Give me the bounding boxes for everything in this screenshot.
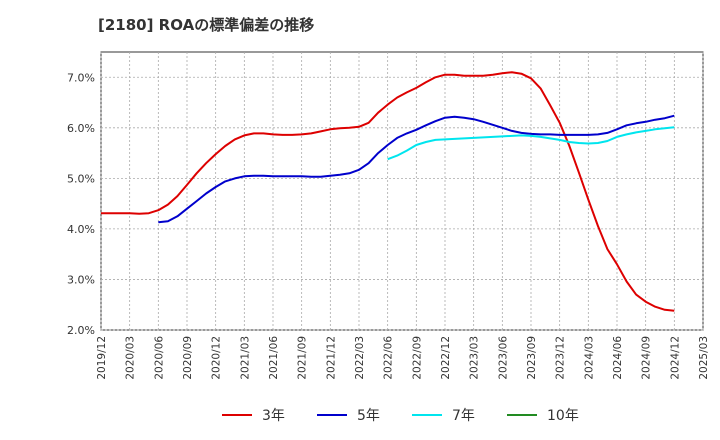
- x-tick-label: 2024/06: [612, 336, 624, 380]
- y-tick-label: 7.0%: [67, 71, 95, 84]
- x-tick-label: 2023/03: [469, 336, 481, 380]
- x-tick-label: 2020/03: [125, 336, 137, 380]
- y-tick-label: 4.0%: [67, 223, 95, 236]
- x-tick-label: 2023/12: [555, 336, 567, 380]
- x-tick-label: 2022/06: [383, 336, 395, 380]
- x-tick-label: 2025/03: [698, 336, 710, 380]
- chart-title: [2180] ROAの標準偏差の推移: [98, 16, 314, 34]
- x-tick-label: 2022/03: [354, 336, 366, 380]
- x-axis-ticks: 2019/12 2020/03 2020/06 2020/09 2020/12 2021/…: [96, 336, 710, 380]
- x-tick-label: 2024/09: [641, 336, 653, 380]
- x-tick-label: 2020/12: [211, 336, 223, 380]
- legend-label: 7年: [452, 408, 475, 424]
- x-tick-label: 2021/12: [325, 336, 337, 380]
- legend-label: 3年: [262, 408, 285, 424]
- series-line-7年: [387, 126, 675, 161]
- plot-area: [100, 51, 704, 331]
- plot-frame: [100, 51, 704, 331]
- y-tick-label: 5.0%: [67, 172, 95, 185]
- y-tick-label: 3.0%: [67, 273, 95, 286]
- legend-label: 10年: [547, 408, 579, 424]
- x-tick-label: 2019/12: [96, 336, 108, 380]
- y-tick-label: 6.0%: [67, 122, 95, 135]
- x-tick-label: 2021/03: [239, 336, 251, 380]
- legend-label: 5年: [357, 408, 380, 424]
- series-line-3年: [101, 71, 675, 312]
- x-tick-label: 2021/06: [268, 336, 280, 380]
- x-tick-label: 2022/09: [411, 336, 423, 380]
- legend: 3年 5年 7年 10年: [222, 408, 579, 424]
- y-axis-ticks: 2.0% 3.0% 4.0% 5.0% 6.0% 7.0%: [67, 71, 95, 337]
- series-line-5年: [158, 114, 675, 224]
- x-tick-label: 2023/09: [526, 336, 538, 380]
- series-lines: [101, 71, 675, 312]
- x-tick-label: 2020/09: [182, 336, 194, 380]
- x-tick-label: 2024/12: [669, 336, 681, 380]
- x-tick-label: 2022/12: [440, 336, 452, 380]
- x-tick-label: 2021/09: [297, 336, 309, 380]
- x-tick-label: 2024/03: [583, 336, 595, 380]
- gridlines: [100, 52, 704, 331]
- x-tick-label: 2020/06: [153, 336, 165, 380]
- y-tick-label: 2.0%: [67, 324, 95, 337]
- x-tick-label: 2023/06: [497, 336, 509, 380]
